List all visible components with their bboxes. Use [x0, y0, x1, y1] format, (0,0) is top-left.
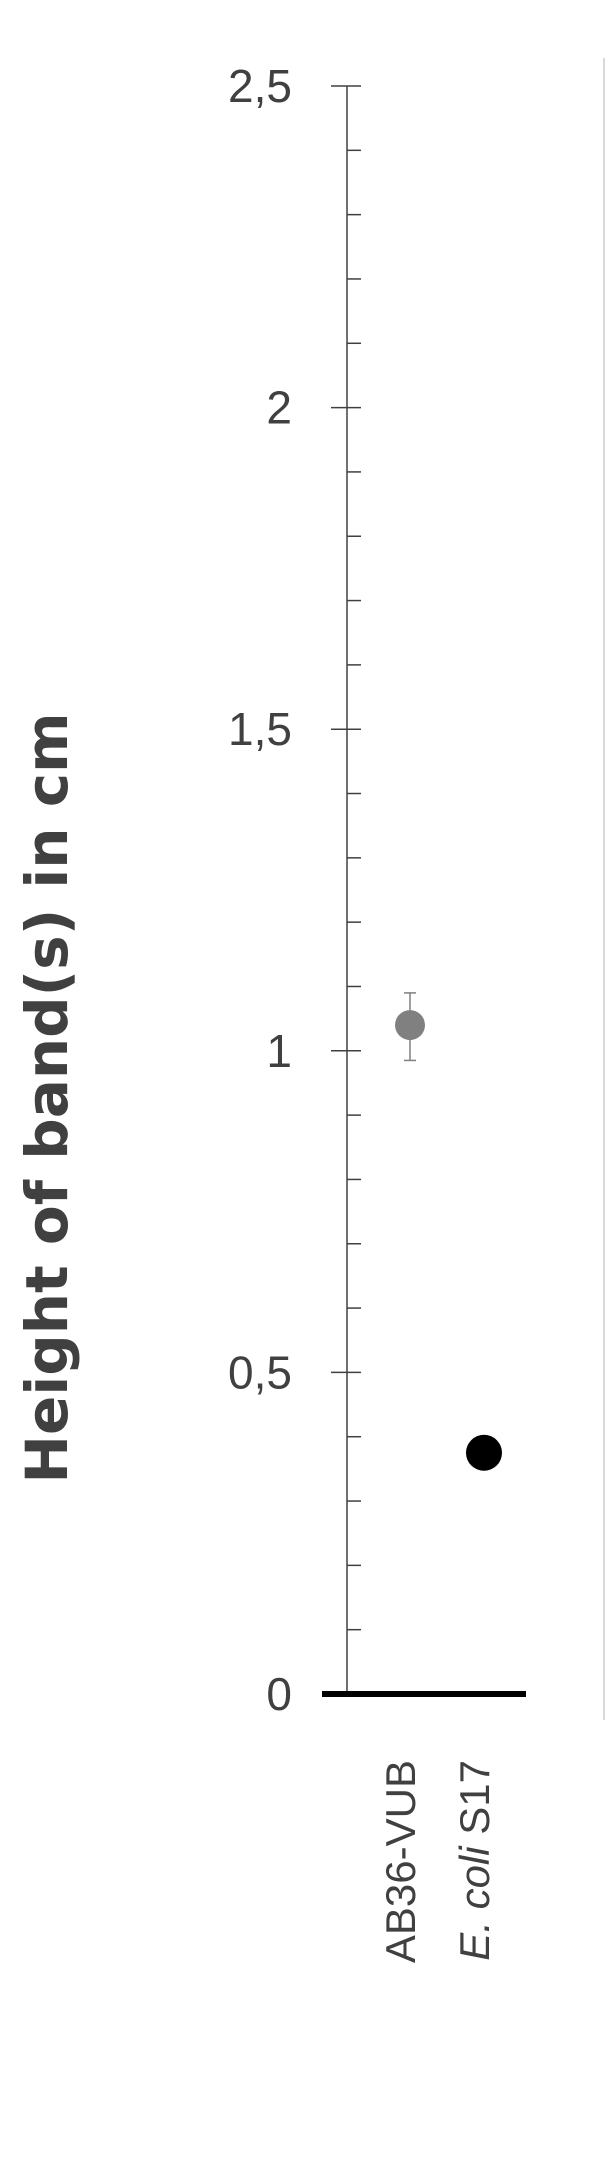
- x-category-label: AB36-VUB: [377, 1760, 424, 1963]
- error-bars: [404, 992, 490, 1467]
- y-tick-label: 1,5: [228, 703, 292, 755]
- x-category-label: E. coli S17: [451, 1760, 498, 1961]
- category-label-rest: S17: [451, 1760, 498, 1846]
- y-tick-label: 0: [266, 1668, 292, 1720]
- category-labels: AB36-VUB E. coli S17: [377, 1760, 498, 1963]
- y-axis-label: Height of band(s) in cm: [13, 712, 81, 1483]
- data-points: [395, 1010, 502, 1471]
- data-point: [395, 1010, 425, 1041]
- y-tick-label: 1: [266, 1025, 292, 1077]
- y-tick-label: 2: [266, 382, 292, 434]
- y-tick-label: 0,5: [228, 1346, 292, 1398]
- data-point: [466, 1434, 502, 1471]
- y-tick-label: 2,5: [228, 60, 292, 112]
- y-major-ticks: [331, 85, 361, 1374]
- y-tick-labels: 0 0,5 1 1,5 2 2,5: [228, 60, 292, 1720]
- y-minor-ticks: [347, 149, 361, 1631]
- category-label-text: AB36-VUB: [377, 1760, 424, 1963]
- category-label-italic: E. coli: [451, 1845, 498, 1961]
